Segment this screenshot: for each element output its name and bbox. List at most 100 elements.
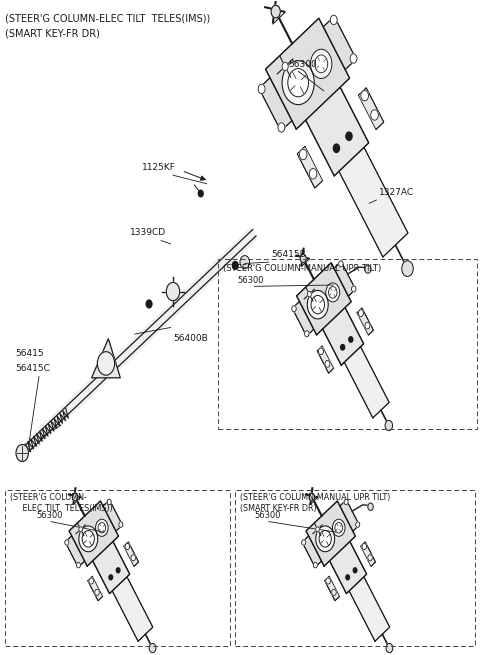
Circle shape	[258, 84, 265, 94]
Circle shape	[292, 306, 296, 312]
Text: 56415: 56415	[15, 349, 44, 358]
Text: 56300: 56300	[36, 512, 63, 520]
Circle shape	[198, 190, 203, 196]
Circle shape	[311, 49, 332, 79]
Polygon shape	[324, 576, 339, 601]
Circle shape	[309, 168, 317, 179]
Circle shape	[368, 503, 373, 510]
Text: 56300: 56300	[254, 512, 281, 520]
Circle shape	[96, 519, 108, 536]
Circle shape	[319, 531, 331, 547]
Circle shape	[361, 90, 369, 101]
Circle shape	[97, 352, 115, 375]
Circle shape	[271, 5, 280, 18]
Polygon shape	[297, 146, 323, 188]
Circle shape	[353, 568, 357, 572]
Circle shape	[309, 493, 315, 501]
Circle shape	[334, 144, 339, 153]
Circle shape	[386, 643, 393, 652]
Circle shape	[89, 578, 94, 584]
Bar	[218, 259, 477, 429]
Circle shape	[330, 15, 337, 25]
Circle shape	[282, 62, 288, 71]
Circle shape	[282, 61, 314, 105]
Circle shape	[402, 261, 413, 276]
Circle shape	[315, 55, 328, 73]
Polygon shape	[317, 297, 364, 365]
Circle shape	[346, 575, 349, 580]
Text: (SMART KEY-FR DR): (SMART KEY-FR DR)	[5, 28, 100, 38]
Circle shape	[300, 254, 306, 263]
Circle shape	[385, 421, 393, 430]
Text: 56415C: 56415C	[15, 364, 50, 373]
Circle shape	[300, 149, 307, 160]
Text: 56400B: 56400B	[173, 334, 208, 343]
Circle shape	[341, 345, 345, 350]
Circle shape	[107, 499, 111, 505]
Polygon shape	[69, 501, 119, 566]
Circle shape	[232, 261, 238, 269]
Text: (STEER'G COLUMN-: (STEER'G COLUMN-	[10, 493, 87, 502]
Text: 56415B: 56415B	[271, 250, 306, 259]
Circle shape	[72, 493, 78, 501]
Circle shape	[240, 255, 250, 269]
Circle shape	[65, 540, 69, 545]
Circle shape	[325, 360, 330, 367]
Polygon shape	[92, 339, 120, 378]
Circle shape	[95, 590, 99, 595]
Circle shape	[319, 348, 324, 355]
Polygon shape	[259, 78, 292, 131]
Polygon shape	[360, 542, 375, 567]
Circle shape	[149, 643, 156, 652]
Text: (STEER'G COLUMN-MANUAL UPR TILT): (STEER'G COLUMN-MANUAL UPR TILT)	[240, 493, 390, 502]
Polygon shape	[317, 105, 408, 257]
Text: 56300: 56300	[238, 276, 264, 285]
Circle shape	[278, 122, 285, 132]
Circle shape	[302, 540, 306, 545]
Polygon shape	[359, 88, 384, 130]
Circle shape	[333, 519, 345, 536]
Polygon shape	[340, 500, 360, 531]
Circle shape	[346, 132, 352, 140]
Polygon shape	[124, 542, 139, 567]
Circle shape	[368, 555, 372, 561]
Text: 56300: 56300	[288, 60, 317, 69]
Circle shape	[313, 563, 317, 568]
Circle shape	[98, 523, 106, 533]
Circle shape	[125, 544, 130, 550]
Circle shape	[109, 575, 113, 580]
Circle shape	[311, 295, 324, 314]
Circle shape	[339, 261, 343, 267]
Circle shape	[344, 499, 348, 505]
Polygon shape	[65, 536, 84, 567]
Polygon shape	[334, 261, 356, 296]
Circle shape	[119, 522, 123, 527]
Polygon shape	[87, 531, 130, 593]
Circle shape	[316, 527, 319, 532]
Circle shape	[326, 578, 330, 584]
Polygon shape	[297, 70, 369, 176]
Circle shape	[350, 54, 357, 63]
Circle shape	[365, 265, 371, 273]
Polygon shape	[302, 536, 322, 567]
Circle shape	[356, 522, 360, 527]
Text: (SMART KEY-FR DR): (SMART KEY-FR DR)	[240, 504, 317, 513]
Circle shape	[328, 287, 337, 298]
Circle shape	[76, 563, 81, 568]
Circle shape	[359, 310, 363, 316]
Text: 1125KF: 1125KF	[142, 163, 176, 172]
Polygon shape	[324, 531, 367, 593]
Text: 1339CD: 1339CD	[130, 229, 166, 237]
Circle shape	[79, 527, 83, 532]
Polygon shape	[292, 301, 314, 336]
Polygon shape	[297, 263, 351, 335]
Circle shape	[116, 568, 120, 572]
Circle shape	[82, 531, 95, 547]
Circle shape	[79, 526, 98, 552]
Circle shape	[288, 69, 309, 97]
Text: (STEER'G COLUMN-MANUAL UPR TILT): (STEER'G COLUMN-MANUAL UPR TILT)	[223, 264, 382, 273]
Circle shape	[305, 331, 309, 337]
Circle shape	[307, 291, 312, 297]
Circle shape	[131, 555, 135, 561]
Circle shape	[335, 523, 343, 533]
